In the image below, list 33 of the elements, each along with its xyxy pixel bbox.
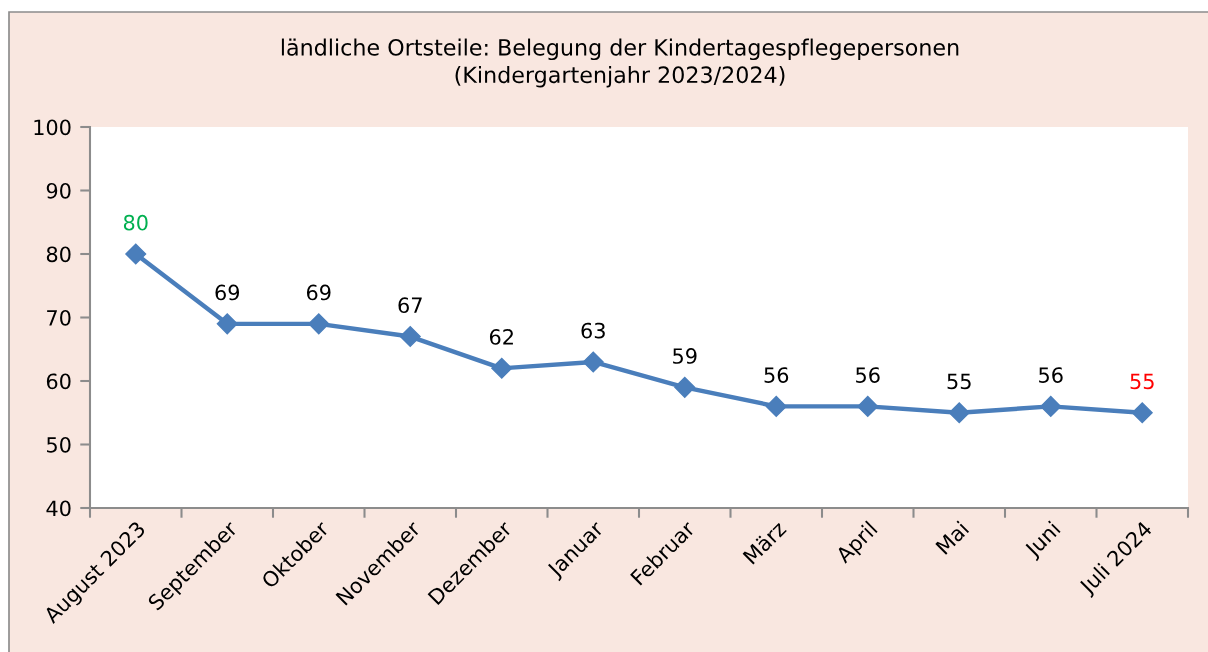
data-label: 69: [215, 284, 240, 301]
point: [674, 376, 696, 398]
y-tick-label: 80: [46, 246, 71, 263]
point: [857, 395, 879, 417]
y-tick-label: 70: [47, 309, 71, 326]
point: [216, 313, 238, 335]
point: [399, 326, 421, 348]
data-label: 67: [398, 297, 422, 314]
data-label: 55: [947, 373, 971, 390]
data-label: 56: [856, 367, 880, 383]
data-label: 56: [764, 367, 789, 383]
point: [765, 395, 787, 417]
point: [308, 313, 330, 335]
data-label: 56: [1039, 367, 1063, 383]
point: [1131, 402, 1153, 424]
y-tick-label: 60: [46, 373, 71, 390]
chart-title: ländliche Ortsteile: Belegung der Kindertagespflegepersonen (Kindergartenjahr 2023/2024): [281, 38, 959, 88]
data-label: 62: [489, 329, 513, 345]
data-label: 59: [673, 348, 697, 364]
y-tick-label: 90: [46, 182, 71, 199]
y-tick-label: 50: [47, 436, 71, 453]
point: [948, 402, 970, 424]
data-label: 80: [123, 214, 148, 231]
x-tick-label: Mai: [934, 520, 970, 555]
point: [491, 357, 513, 379]
y-tick-label: 40: [46, 500, 71, 517]
point: [1040, 395, 1062, 417]
point: [125, 243, 147, 265]
data-label: 63: [581, 322, 605, 339]
data-label: 55: [1130, 373, 1154, 390]
point: [582, 351, 604, 373]
data-label: 69: [306, 284, 331, 301]
y-tick-label: 100: [34, 119, 71, 136]
